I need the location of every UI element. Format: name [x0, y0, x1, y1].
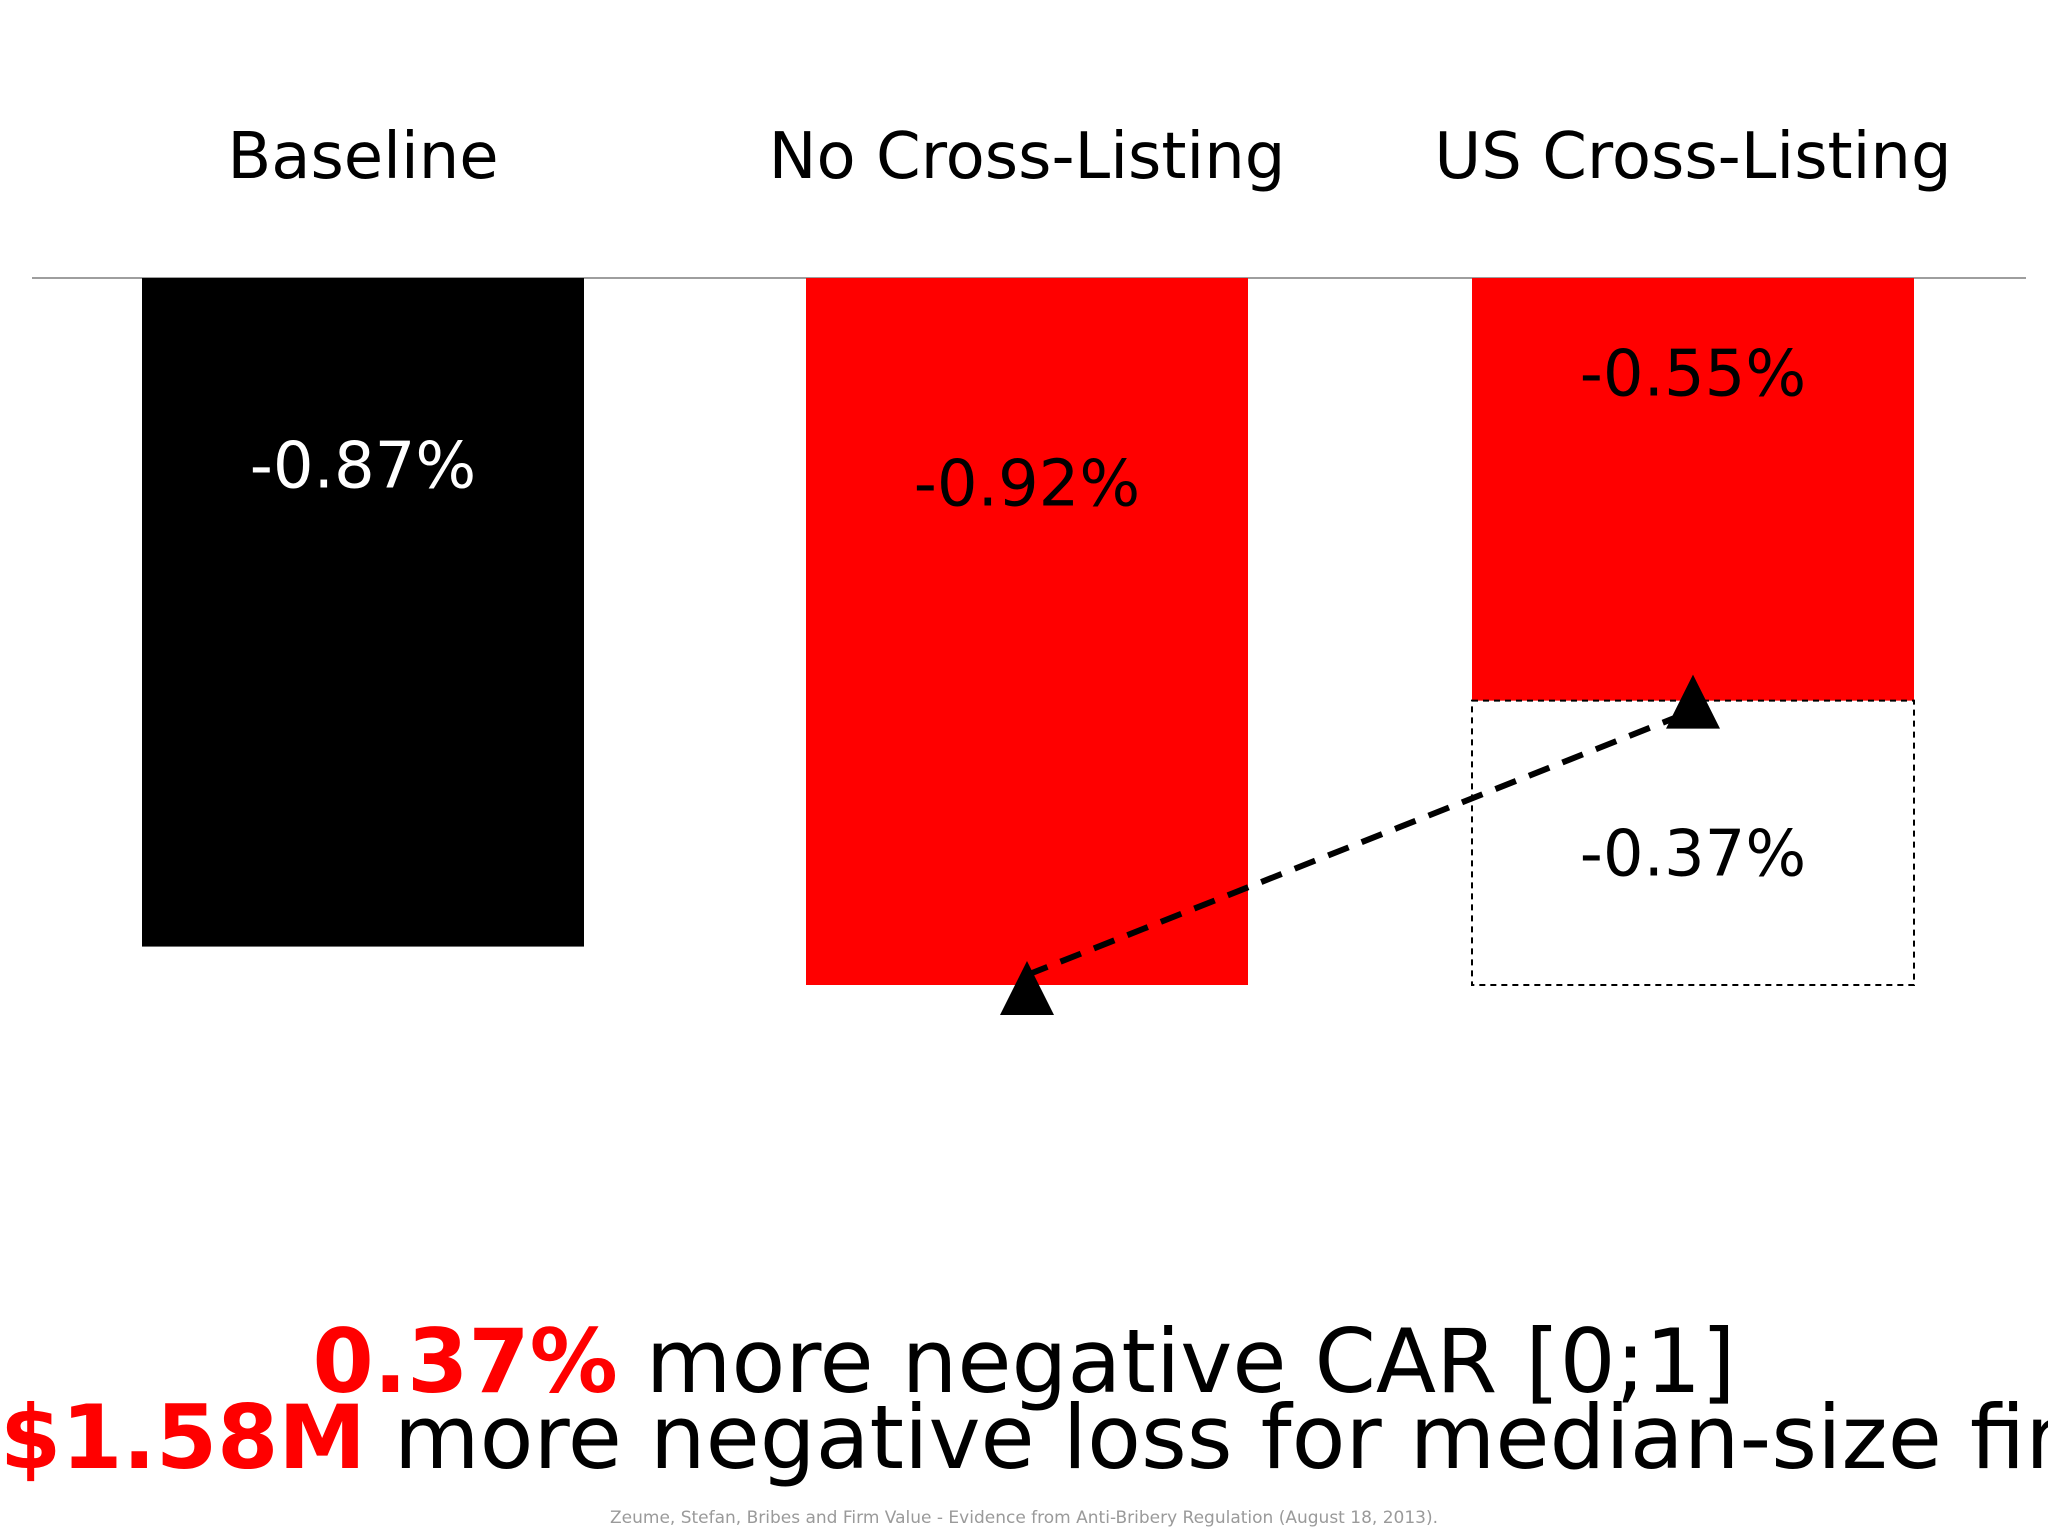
- chart: Baseline No Cross-Listing US Cross-Listing…: [32, 120, 2026, 1015]
- bar-value-labels: -0.87% -0.92% -0.55%: [250, 338, 1806, 522]
- triangle-up-icon: [1000, 961, 1054, 1015]
- headline-line-2: $1.58M more negative loss for median-siz…: [0, 1394, 2048, 1482]
- connector-dashed-line: [1025, 707, 1695, 978]
- triangle-up-icon: [1666, 674, 1720, 729]
- connector-group: [1000, 674, 1720, 1015]
- bar-value-label-no-cross-listing: -0.92%: [914, 448, 1140, 522]
- bar-us-cross-listing: [1472, 278, 1914, 701]
- category-label-baseline: Baseline: [227, 120, 498, 194]
- category-label-no-cross-listing: No Cross-Listing: [769, 120, 1286, 194]
- headline-line-2-highlight: $1.58M: [0, 1386, 366, 1489]
- headline-line-1: 0.37% more negative CAR [0;1]: [0, 1318, 2048, 1406]
- headline-line-2-text: more negative loss for median-size firm: [365, 1386, 2048, 1489]
- bar-baseline: [142, 278, 584, 947]
- category-label-us-cross-listing: US Cross-Listing: [1434, 120, 1951, 194]
- bar-value-label-us-cross-listing: -0.55%: [1580, 338, 1806, 412]
- category-labels: Baseline No Cross-Listing US Cross-Listing: [227, 120, 1951, 194]
- headline-line-1-text: more negative CAR [0;1]: [617, 1310, 1736, 1413]
- bars: [142, 278, 1914, 985]
- headline-line-1-highlight: 0.37%: [312, 1310, 618, 1413]
- difference-label: -0.37%: [1580, 817, 1806, 891]
- difference-group: -0.37%: [1471, 699, 1915, 986]
- source-footnote: Zeume, Stefan, Bribes and Firm Value - E…: [610, 1508, 1438, 1528]
- bar-value-label-baseline: -0.87%: [250, 430, 476, 504]
- bar-no-cross-listing: [806, 278, 1248, 985]
